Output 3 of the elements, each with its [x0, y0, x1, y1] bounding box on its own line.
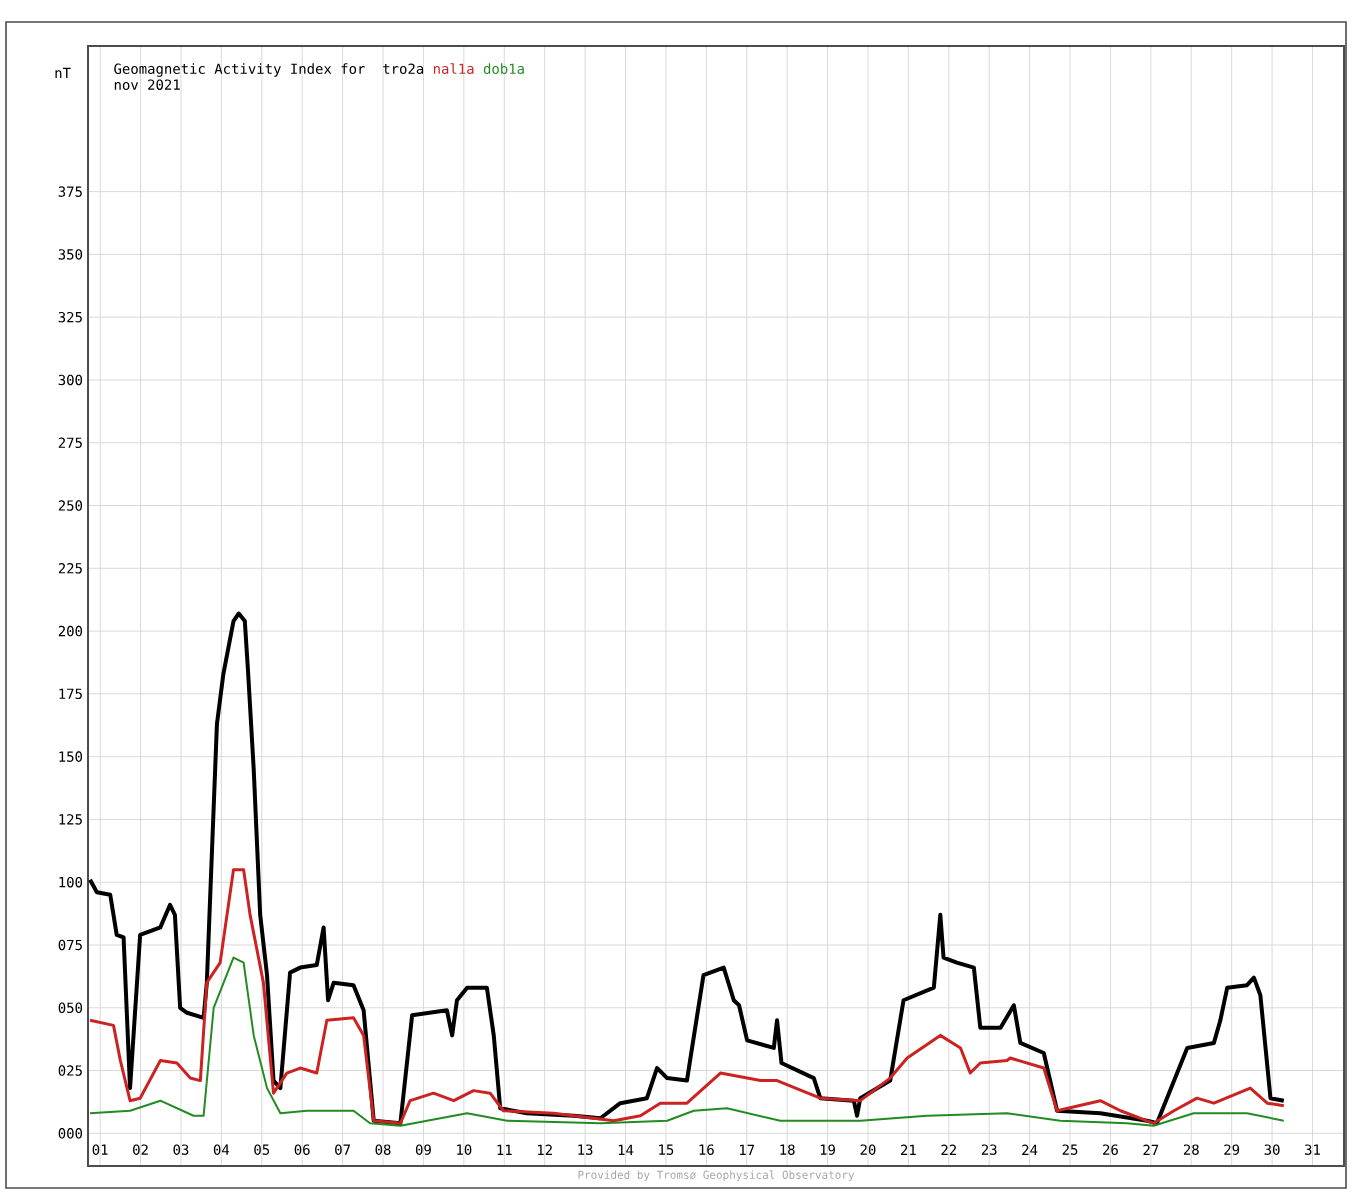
line-series — [89, 956, 1285, 1127]
line-series — [88, 868, 1286, 1125]
line-series — [88, 611, 1286, 1126]
